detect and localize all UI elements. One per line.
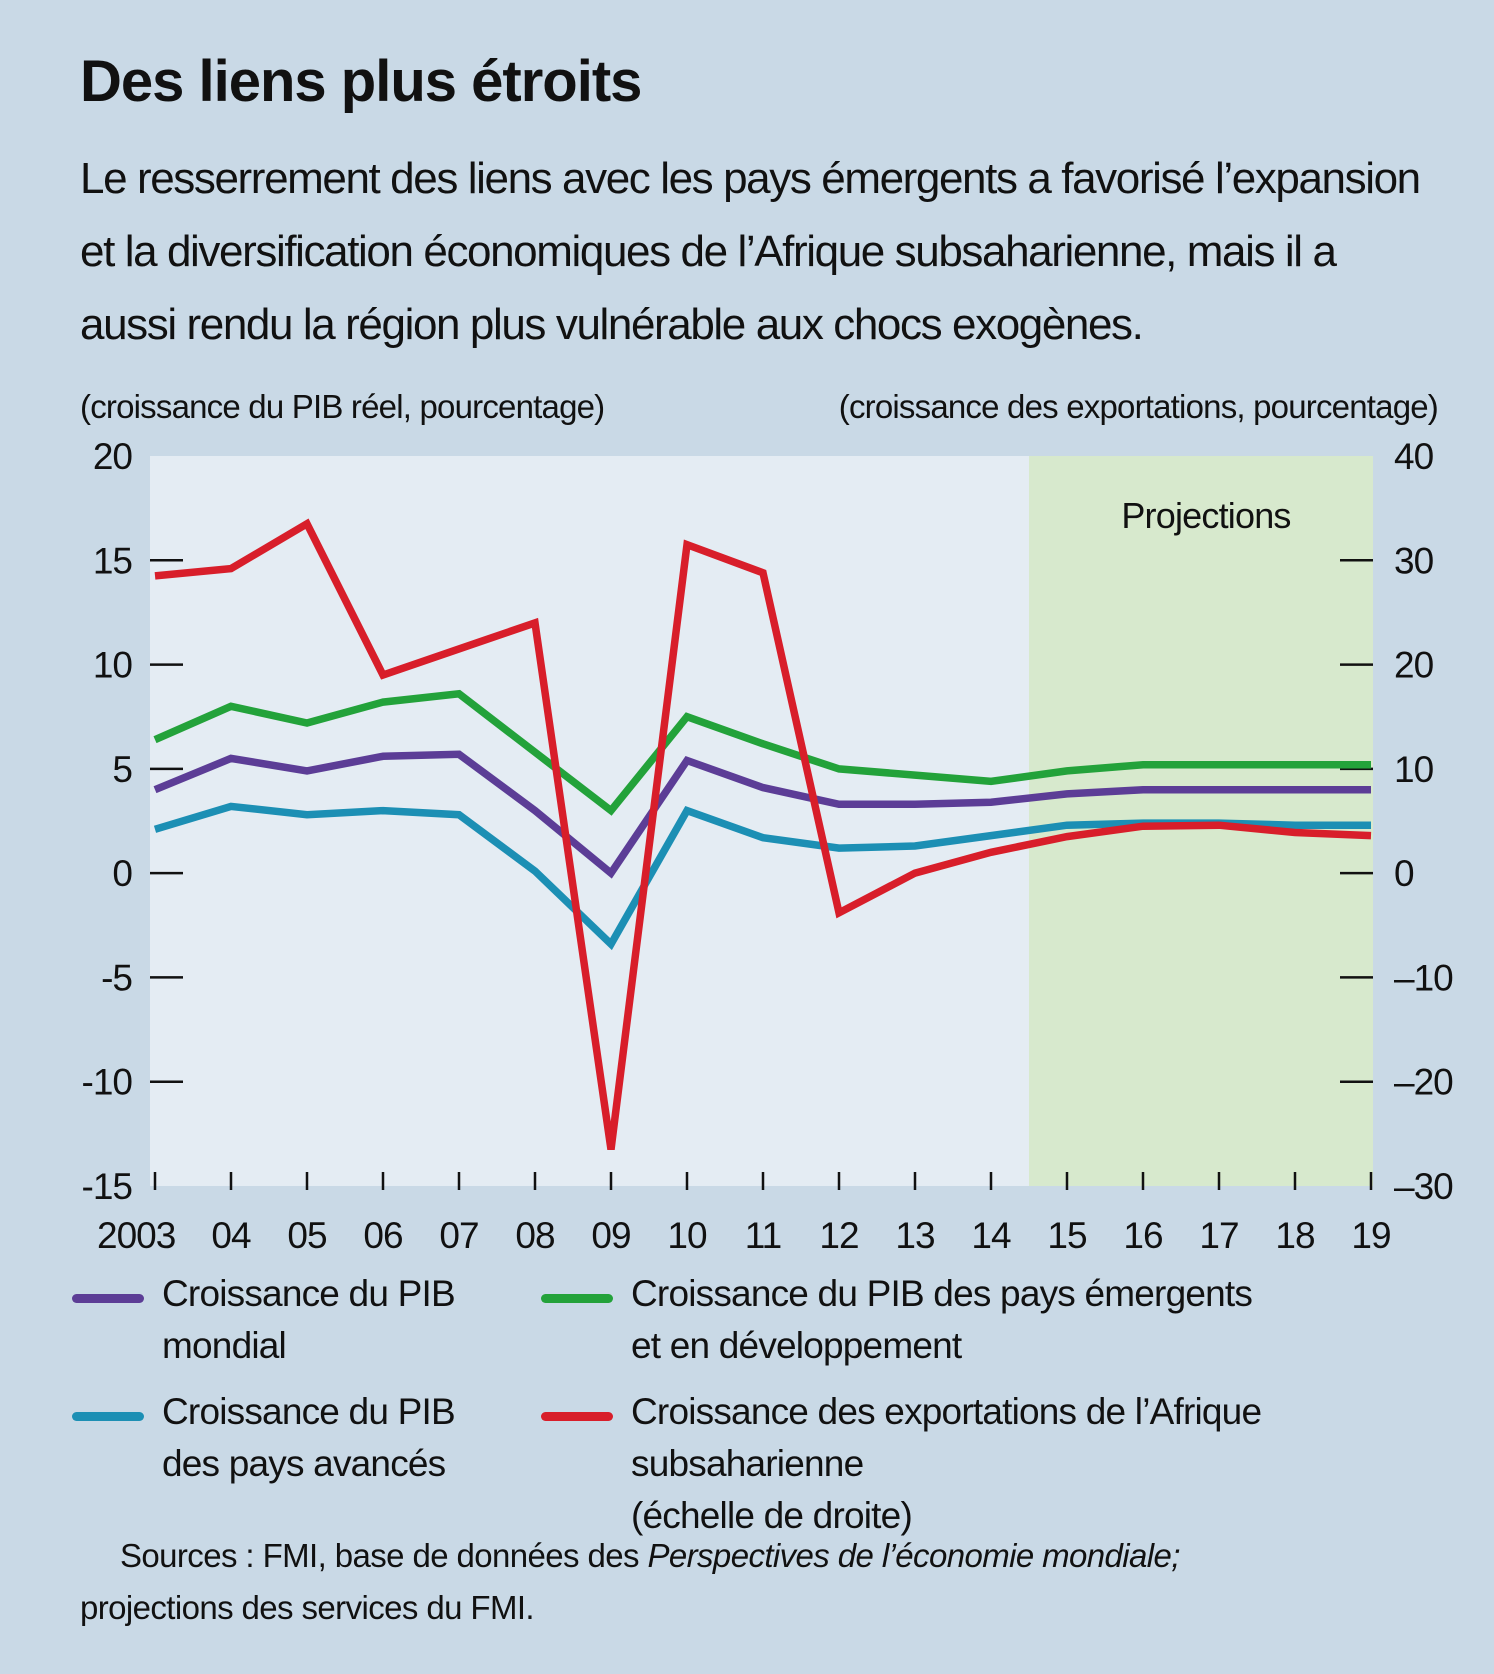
right-axis: 40 30 20 10 0 –10 –20 –30: [1340, 436, 1454, 1207]
legend-label: Croissance du PIB des pays émergents et e…: [631, 1273, 1253, 1366]
x-tick-label: 2003: [97, 1215, 175, 1256]
left-tick-label: 10: [93, 645, 133, 686]
x-tick-label: 08: [515, 1215, 554, 1256]
x-tick-label: 06: [363, 1215, 402, 1256]
x-tick-label: 04: [211, 1215, 251, 1256]
x-axis: 2003 04 05 06 07 08 09 10 11 12 13 14 15 16 17 18 19: [97, 1172, 1392, 1256]
left-tick-label: 15: [93, 540, 133, 581]
right-tick-label: 40: [1394, 436, 1434, 477]
legend-swatch-blue: [72, 1412, 144, 1421]
x-tick-label: 15: [1047, 1215, 1087, 1256]
right-tick-label: 30: [1394, 540, 1434, 581]
chart-title: Des liens plus étroits: [80, 49, 642, 114]
legend-swatch-red: [541, 1412, 613, 1421]
x-tick-label: 10: [667, 1215, 707, 1256]
x-tick-label: 09: [591, 1215, 630, 1256]
sources-note: Sources : FMI, base de données des Persp…: [80, 1537, 1180, 1626]
right-tick-label: 20: [1394, 645, 1434, 686]
right-tick-label: 0: [1394, 853, 1414, 894]
series-line-world-gdp: [153, 750, 1371, 879]
left-tick-label: -10: [82, 1062, 133, 1103]
x-tick-label: 18: [1275, 1215, 1314, 1256]
series-group: [153, 518, 1372, 1151]
right-tick-label: –10: [1394, 957, 1453, 998]
legend-swatch-purple: [72, 1294, 144, 1303]
legend-label: Croissance du PIB des pays avancés: [162, 1391, 456, 1484]
series-line-emerging-gdp: [153, 689, 1371, 816]
right-axis-unit-label: (croissance des exportations, pourcentag…: [839, 388, 1438, 425]
x-tick-label: 07: [439, 1215, 478, 1256]
x-tick-label: 19: [1351, 1215, 1390, 1256]
x-tick-label: 17: [1199, 1215, 1238, 1256]
x-tick-label: 11: [745, 1215, 781, 1256]
x-tick-label: 13: [895, 1215, 934, 1256]
legend-item-ssa-exports: Croissance des exportations de l’Afrique…: [541, 1386, 1494, 1542]
x-tick-label: 16: [1123, 1215, 1162, 1256]
left-tick-label: 0: [112, 853, 132, 894]
line-chart: Projections (croissance du PIB réel, pou…: [80, 388, 1454, 1256]
legend-item-world-gdp: Croissance du PIB mondial: [72, 1268, 456, 1372]
left-tick-label: -15: [82, 1166, 133, 1207]
x-tick-label: 14: [971, 1215, 1011, 1256]
left-tick-label: -5: [101, 957, 132, 998]
legend-swatch-green: [541, 1294, 613, 1303]
left-axis: 20 15 10 5 0 -5 -10 -15: [82, 436, 183, 1207]
legend-item-advanced-gdp: Croissance du PIB des pays avancés: [72, 1386, 456, 1490]
left-axis-unit-label: (croissance du PIB réel, pourcentage): [80, 388, 604, 425]
legend-item-emerging-gdp: Croissance du PIB des pays émergents et e…: [541, 1268, 1253, 1372]
right-tick-label: 10: [1394, 749, 1434, 790]
projection-label: Projections: [1121, 495, 1290, 536]
right-tick-label: –30: [1394, 1166, 1453, 1207]
left-tick-label: 5: [112, 749, 132, 790]
x-tick-label: 05: [287, 1215, 327, 1256]
legend-label: Croissance du PIB mondial: [162, 1273, 456, 1366]
legend-label: Croissance des exportations de l’Afrique…: [631, 1391, 1262, 1536]
x-tick-label: 12: [819, 1215, 858, 1256]
chart-subtitle: Le resserrement des liens avec les pays …: [80, 154, 1421, 349]
series-line-ssa-exports: [154, 518, 1372, 1151]
left-tick-label: 20: [93, 436, 133, 477]
right-tick-label: –20: [1394, 1062, 1453, 1103]
